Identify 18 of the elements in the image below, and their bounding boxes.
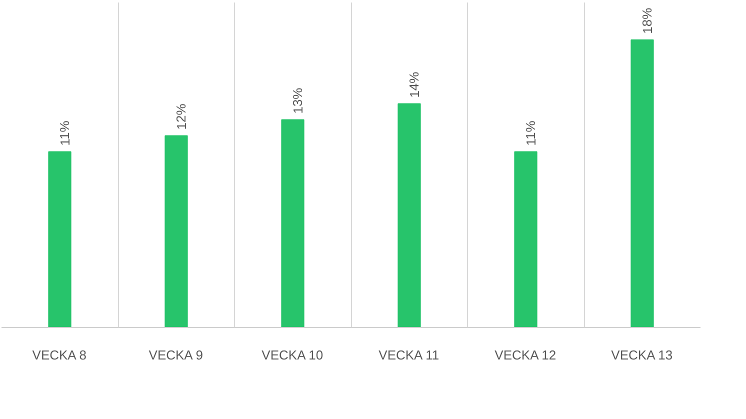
x-tick-label: VECKA 8 xyxy=(32,348,86,362)
bar xyxy=(514,151,538,328)
x-tick-label: VECKA 13 xyxy=(611,348,673,362)
data-label: 11% xyxy=(523,120,538,146)
bar xyxy=(164,135,188,328)
x-tick-label: VECKA 12 xyxy=(494,348,556,362)
bar xyxy=(630,39,654,328)
data-label: 11% xyxy=(57,120,72,146)
bar xyxy=(281,119,304,328)
bar xyxy=(398,103,421,328)
data-label: 13% xyxy=(290,87,306,114)
data-label: 12% xyxy=(174,103,189,130)
x-tick-label: VECKA 10 xyxy=(262,348,324,362)
x-tick-label: VECKA 11 xyxy=(378,348,440,362)
bar xyxy=(48,151,72,328)
data-label: 18% xyxy=(640,7,655,34)
data-label: 14% xyxy=(406,71,422,98)
x-tick-label: VECKA 9 xyxy=(148,348,203,362)
